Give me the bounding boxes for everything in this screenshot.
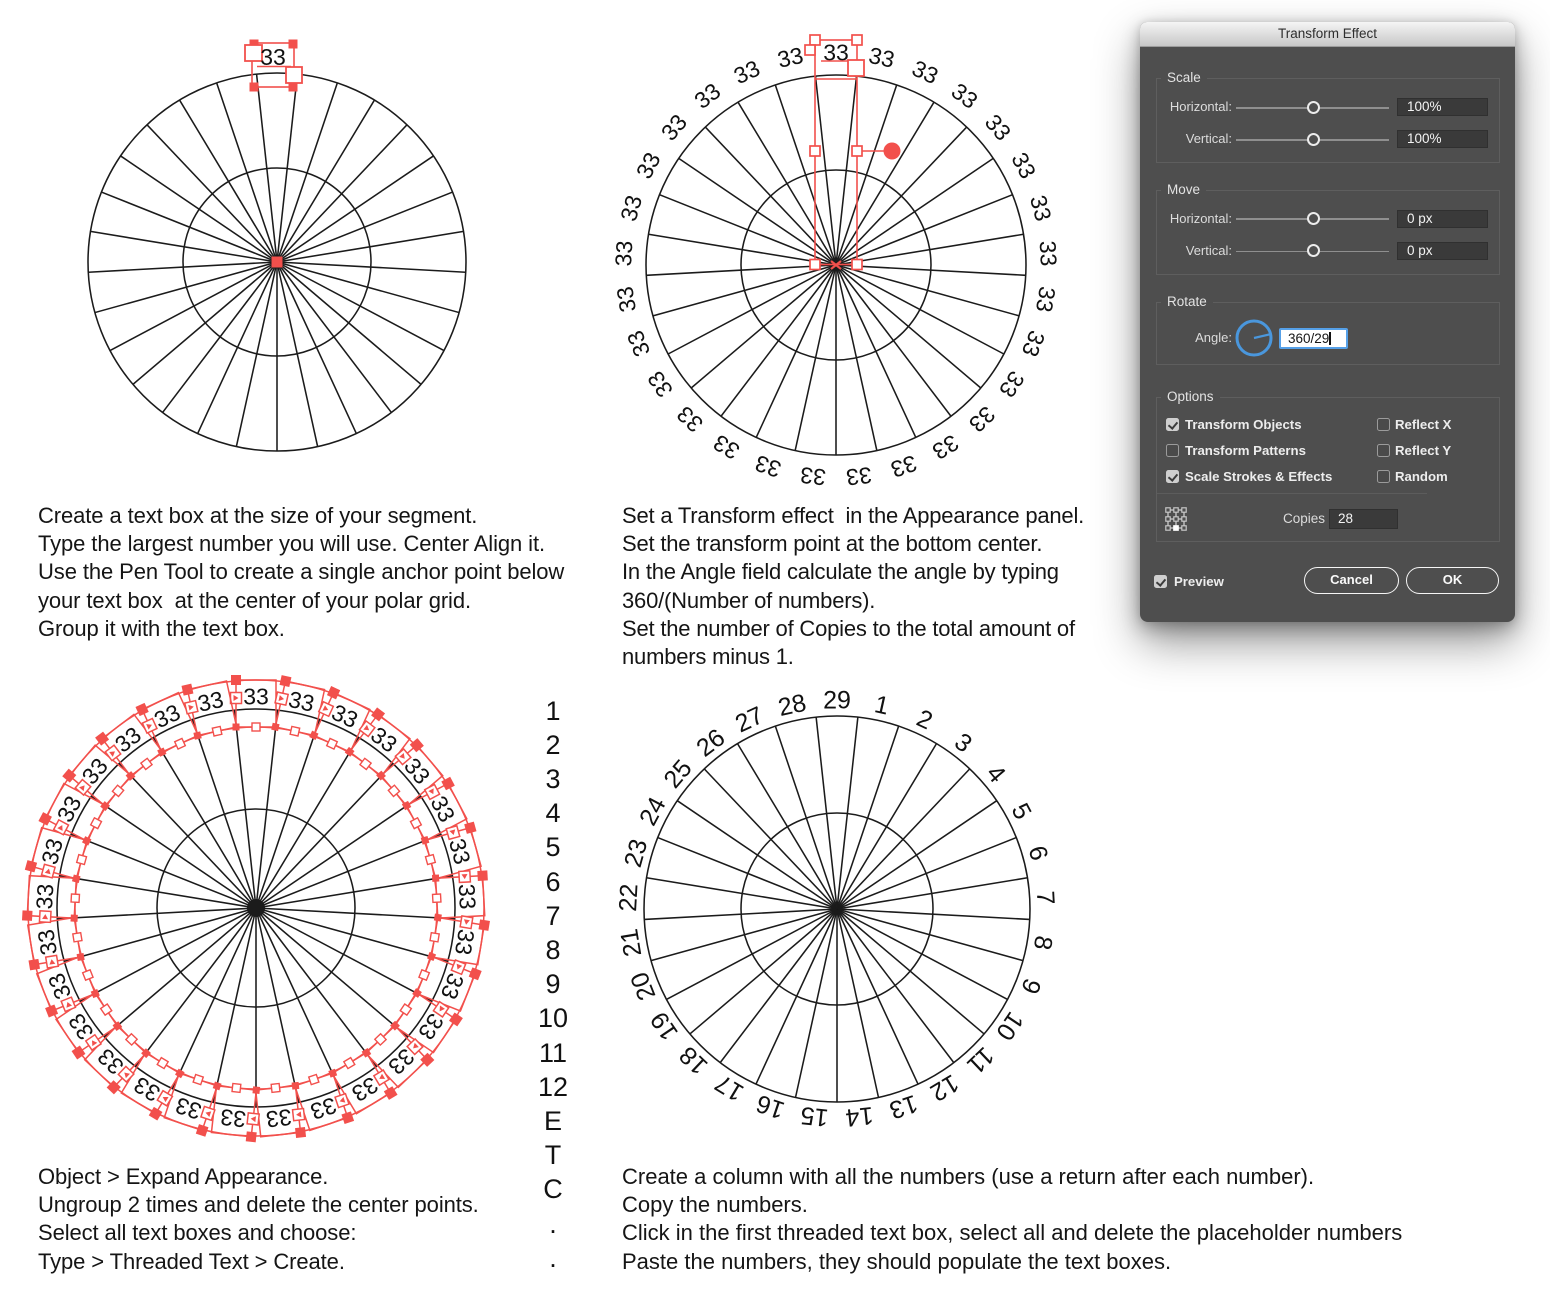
svg-text:33: 33 (1031, 285, 1061, 314)
svg-text:33: 33 (994, 366, 1030, 402)
svg-text:33: 33 (709, 429, 744, 464)
svg-text:33: 33 (1017, 327, 1051, 360)
svg-text:29: 29 (823, 687, 851, 715)
svg-text:33: 33 (286, 686, 317, 717)
svg-text:28: 28 (776, 689, 809, 722)
svg-text:17: 17 (710, 1068, 748, 1106)
svg-text:33: 33 (656, 109, 692, 145)
svg-text:33: 33 (195, 686, 226, 717)
svg-text:5: 5 (1006, 799, 1037, 824)
svg-text:33: 33 (631, 148, 666, 183)
svg-text:1: 1 (872, 690, 892, 720)
svg-text:3: 3 (949, 728, 977, 759)
svg-text:33: 33 (172, 1092, 205, 1125)
svg-text:33: 33 (1035, 240, 1062, 267)
svg-text:21: 21 (615, 927, 647, 959)
svg-text:33: 33 (243, 683, 269, 709)
svg-text:33: 33 (928, 429, 963, 464)
svg-text:33: 33 (642, 366, 678, 402)
svg-text:33: 33 (450, 928, 480, 957)
svg-text:33: 33 (1025, 192, 1057, 224)
svg-text:33: 33 (260, 44, 286, 70)
svg-text:33: 33 (1006, 148, 1041, 183)
svg-text:18: 18 (674, 1041, 713, 1080)
svg-text:33: 33 (730, 55, 764, 89)
svg-text:33: 33 (219, 1104, 247, 1133)
svg-text:2: 2 (912, 704, 936, 735)
svg-text:33: 33 (888, 450, 921, 483)
svg-text:33: 33 (454, 883, 481, 910)
svg-text:24: 24 (634, 792, 672, 830)
svg-text:33: 33 (866, 42, 897, 73)
svg-text:23: 23 (619, 836, 653, 870)
svg-text:33: 33 (672, 401, 708, 437)
svg-text:33: 33 (799, 462, 827, 491)
svg-text:26: 26 (691, 723, 730, 762)
svg-text:33: 33 (611, 285, 641, 314)
svg-text:33: 33 (36, 836, 68, 868)
svg-text:33: 33 (265, 1104, 293, 1133)
svg-text:14: 14 (844, 1101, 875, 1132)
svg-text:33: 33 (444, 836, 476, 868)
svg-text:33: 33 (436, 970, 470, 1003)
svg-text:33: 33 (615, 192, 647, 224)
svg-text:11: 11 (961, 1041, 999, 1079)
svg-text:19: 19 (645, 1007, 684, 1046)
svg-text:22: 22 (614, 883, 643, 912)
svg-text:33: 33 (845, 462, 873, 491)
svg-text:27: 27 (731, 701, 768, 738)
svg-text:6: 6 (1023, 843, 1054, 864)
svg-text:33: 33 (31, 883, 58, 910)
svg-text:33: 33 (32, 928, 62, 957)
svg-text:7: 7 (1031, 890, 1060, 905)
svg-text:10: 10 (990, 1007, 1029, 1046)
svg-text:9: 9 (1015, 975, 1046, 998)
svg-text:15: 15 (799, 1101, 830, 1132)
svg-text:12: 12 (925, 1068, 963, 1106)
svg-text:33: 33 (980, 109, 1016, 145)
svg-text:4: 4 (981, 760, 1011, 789)
svg-text:25: 25 (658, 754, 697, 793)
svg-text:33: 33 (964, 401, 1000, 437)
svg-text:20: 20 (625, 968, 661, 1004)
svg-text:33: 33 (908, 55, 942, 89)
svg-text:33: 33 (775, 42, 806, 73)
svg-text:33: 33 (622, 327, 656, 360)
svg-text:33: 33 (752, 450, 785, 483)
svg-text:8: 8 (1028, 934, 1058, 952)
svg-text:33: 33 (689, 78, 725, 114)
svg-text:33: 33 (947, 78, 983, 114)
svg-text:33: 33 (610, 240, 637, 267)
